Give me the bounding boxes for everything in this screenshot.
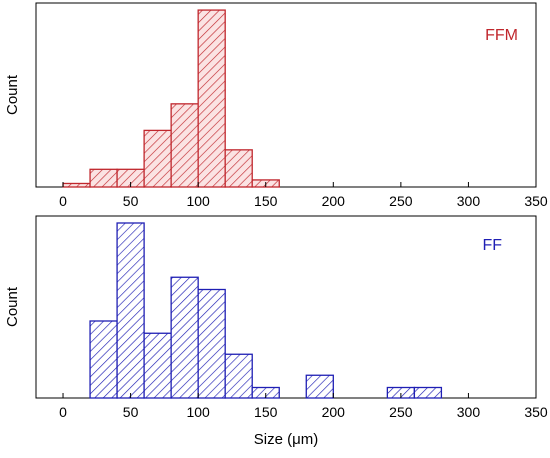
top-y-axis-label: Count [4,74,21,115]
ffm-bar-6 [224,149,253,188]
ffm-x-tick-label-6: 300 [457,193,481,209]
ffm-x-tick-label-1: 50 [123,193,139,209]
ff-x-tick-label-6: 300 [457,404,481,420]
ff-x-tick-label-3: 150 [254,404,278,420]
top-legend-label: FFM [485,27,518,44]
x-axis-label: Size (μm) [254,431,318,448]
ffm-bar-3 [143,129,172,188]
ff-bar-1 [116,222,145,399]
ffm-x-tick-label-3: 150 [254,193,278,209]
bottom-y-axis-label: Count [4,286,21,327]
ff-x-tick-label-2: 100 [186,404,210,420]
ff-bar-5 [224,353,253,399]
ffm-bar-5 [197,9,226,188]
ff-x-tick-label-1: 50 [123,404,139,420]
ff-bar-3 [170,276,199,399]
ff-bar-4 [197,288,226,399]
ffm-x-tick-label-5: 250 [389,193,413,209]
ffm-bar-1 [89,168,118,188]
ff-bar-0 [89,320,118,399]
ff-bar-9 [413,386,443,399]
bottom-panel: 0 50 100 150 200 250 300 350 Count FF Size (μm) [4,215,548,448]
ffm-x-tick-label-4: 200 [322,193,346,209]
ffm-x-tick-label-2: 100 [186,193,210,209]
ff-x-tick-label-7: 350 [524,404,548,420]
ff-x-tick-label-5: 250 [389,404,413,420]
ffm-x-tick-label-7: 350 [524,193,548,209]
ffm-bar-0 [62,182,91,188]
ff-x-tick-label-0: 0 [59,404,67,420]
ff-bar-7 [305,374,334,399]
ffm-x-tick-label-0: 0 [59,193,67,209]
top-panel: 0 50 100 150 200 250 300 350 Count FFM [4,2,548,209]
ff-x-tick-label-4: 200 [322,404,346,420]
bottom-legend-label: FF [482,237,502,254]
bottom-plot-frame [35,215,537,399]
ffm-bar-4 [170,103,199,188]
ff-bar-2 [143,332,172,399]
top-plot-frame [35,2,537,188]
